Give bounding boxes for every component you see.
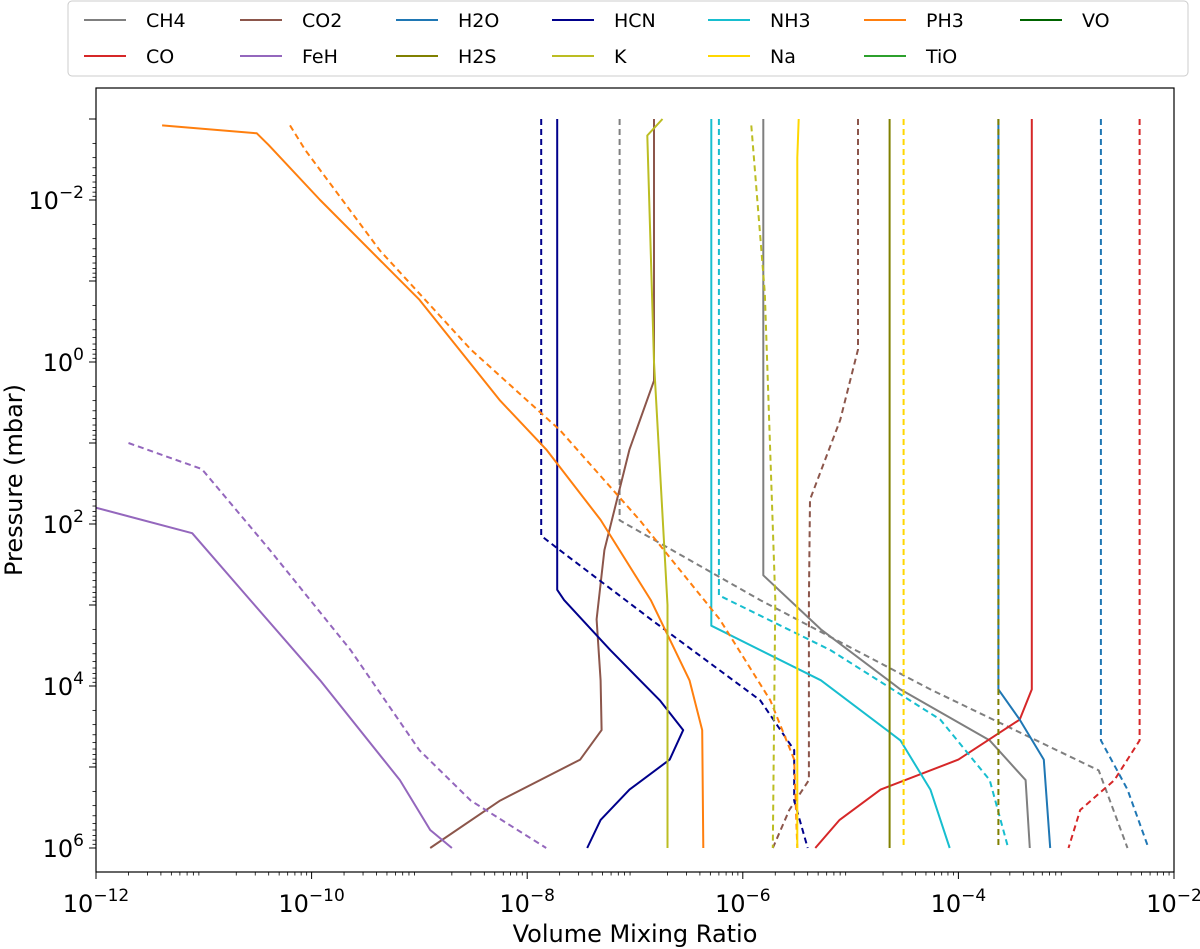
legend-label: VO <box>1082 10 1110 32</box>
x-tick-label: 10−4 <box>931 886 987 918</box>
y-tick-label-base: 10 <box>43 673 74 701</box>
legend-label: CH4 <box>146 10 186 32</box>
series-line-co-dashed <box>1067 119 1141 849</box>
legend-item-hcn: HCN <box>552 10 656 32</box>
x-tick-label: 10−12 <box>63 886 129 918</box>
y-tick-label-exp: 6 <box>73 831 84 851</box>
legend-item-vo: VO <box>1020 10 1110 32</box>
x-tick-label-base: 10 <box>499 890 530 918</box>
series-line-feh-dashed <box>128 442 547 849</box>
legend-label: Na <box>770 46 796 68</box>
y-tick-label: 100 <box>43 345 84 377</box>
legend-label: CO2 <box>302 10 342 32</box>
legend-item-co2: CO2 <box>240 10 342 32</box>
legend-item-na: Na <box>708 46 796 68</box>
legend: CH4 CO2 H2O HCN NH3 PH3 VO CO FeH H2S K Na TiO <box>67 0 1189 77</box>
x-tick-label-exp: −12 <box>93 886 129 906</box>
series-line-ph3-solid <box>162 124 705 849</box>
y-tick-label-base: 10 <box>28 187 59 215</box>
x-tick-label-base: 10 <box>931 890 962 918</box>
y-tick-label-base: 10 <box>43 511 74 539</box>
y-tick-label: 102 <box>43 507 84 539</box>
legend-label: TiO <box>925 46 957 68</box>
y-tick-label: 104 <box>43 669 84 701</box>
legend-item-h2o: H2O <box>396 10 499 32</box>
series-line-co2-dashed <box>771 119 859 849</box>
series-line-h2o-dashed <box>1099 119 1150 849</box>
y-tick-label-exp: 0 <box>73 345 84 365</box>
y-tick-label-exp: 2 <box>73 507 84 527</box>
x-tick-label-base: 10 <box>63 890 94 918</box>
x-tick-label-exp: −6 <box>746 886 771 906</box>
x-tick-label: 10−6 <box>715 886 771 918</box>
legend-item-k: K <box>552 46 627 68</box>
legend-label: NH3 <box>770 10 811 32</box>
x-tick-label-exp: −8 <box>530 886 555 906</box>
legend-item-ph3: PH3 <box>864 10 964 32</box>
legend-item-tio: TiO <box>864 46 957 68</box>
legend-item-ch4: CH4 <box>84 10 186 32</box>
y-tick-label-base: 10 <box>43 835 74 863</box>
series-line-co-solid <box>814 119 1033 849</box>
legend-item-h2s: H2S <box>396 46 496 68</box>
series-line-h2o-solid <box>997 119 1052 849</box>
y-tick-label: 106 <box>43 831 84 863</box>
legend-item-nh3: NH3 <box>708 10 811 32</box>
series-group <box>96 118 1150 849</box>
series-line-feh-solid <box>96 506 453 849</box>
x-tick-label: 10−10 <box>278 886 344 918</box>
series-line-ch4-solid <box>762 119 1031 849</box>
series-line-hcn-dashed <box>540 119 809 849</box>
legend-item-co: CO <box>84 46 174 68</box>
legend-label: H2S <box>458 46 496 68</box>
legend-label: PH3 <box>926 10 964 32</box>
x-tick-label-base: 10 <box>715 890 746 918</box>
series-line-hcn-solid <box>556 119 685 849</box>
series-line-nh3-dashed <box>717 119 1010 849</box>
y-tick-label-base: 10 <box>43 349 74 377</box>
legend-label: FeH <box>302 46 338 68</box>
x-tick-label: 10−8 <box>499 886 555 918</box>
legend-box <box>67 0 1189 77</box>
series-line-na-solid <box>796 118 800 848</box>
legend-label: CO <box>146 46 174 68</box>
x-tick-label: 10−2 <box>1146 886 1200 918</box>
x-axis-label: Volume Mixing Ratio <box>513 920 758 948</box>
x-tick-label-base: 10 <box>1146 890 1177 918</box>
series-line-k-solid <box>646 118 669 848</box>
plot-frame <box>95 87 1175 873</box>
y-tick-label: 10−2 <box>28 183 84 215</box>
series-line-ph3-dashed <box>289 124 799 849</box>
y-axis-label: Pressure (mbar) <box>0 384 28 576</box>
series-line-k-dashed <box>750 125 777 849</box>
y-tick-label-exp: −2 <box>59 183 84 203</box>
series-line-nh3-solid <box>710 119 951 849</box>
series-line-ch4-dashed <box>618 119 1129 849</box>
legend-label: H2O <box>458 10 499 32</box>
legend-label: K <box>614 46 627 68</box>
legend-label: HCN <box>614 10 656 32</box>
x-tick-label-base: 10 <box>278 890 309 918</box>
x-tick-label-exp: −4 <box>961 886 986 906</box>
series-line-co2-solid <box>429 119 655 849</box>
x-tick-label-exp: −10 <box>309 886 345 906</box>
x-tick-label-exp: −2 <box>1177 886 1200 906</box>
y-tick-label-exp: 4 <box>73 669 84 689</box>
legend-item-feh: FeH <box>240 46 338 68</box>
